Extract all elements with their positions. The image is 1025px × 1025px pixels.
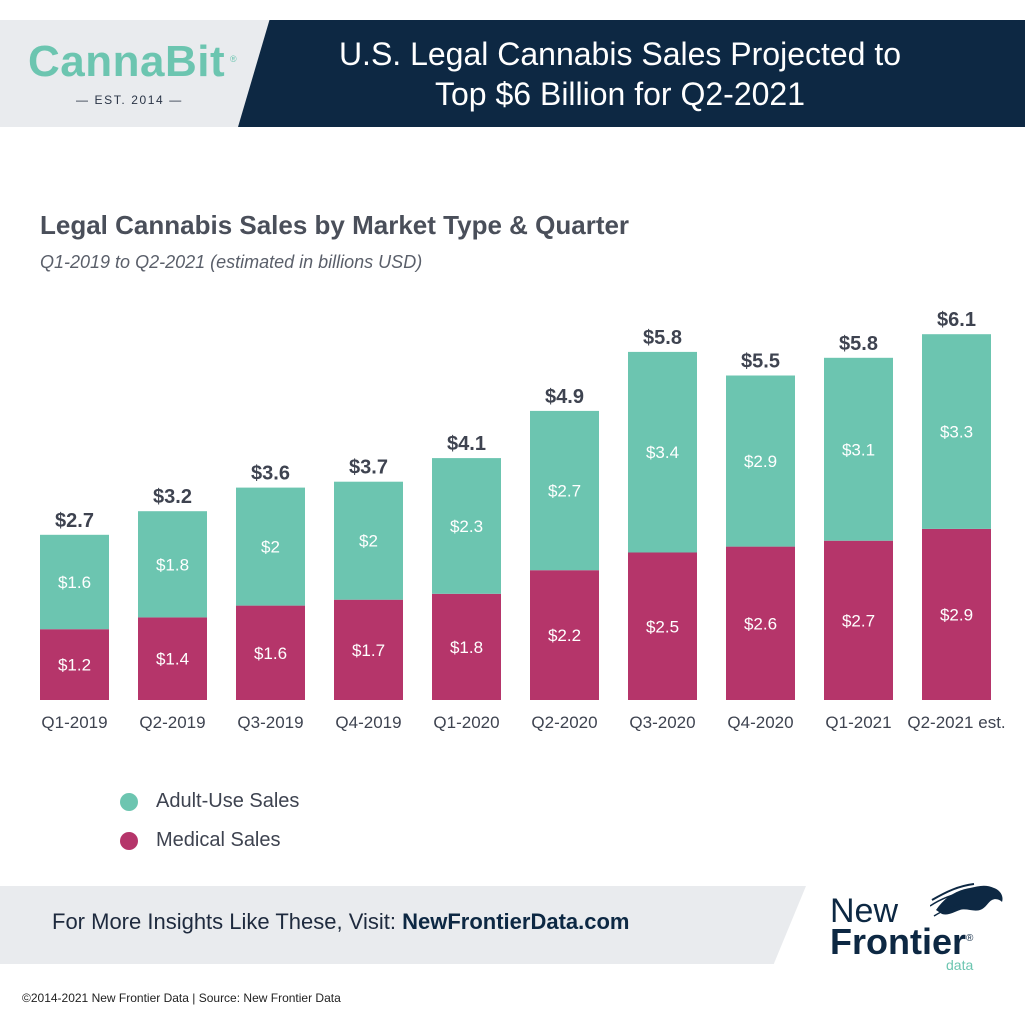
bar-label-medical-sales-4: $1.7	[352, 641, 385, 660]
category-label-6: Q2-2020	[531, 713, 597, 732]
bar-label-adult-use-sales-6: $2.7	[548, 482, 581, 501]
bar-medical-sales-7	[628, 552, 697, 700]
category-label-3: Q3-2019	[237, 713, 303, 732]
main-title-line-1: U.S. Legal Cannabis Sales Projected to	[338, 36, 902, 72]
bar-medical-sales-9	[824, 540, 893, 700]
bar-adult-use-sales-8	[726, 375, 795, 547]
total-label-4: $3.7	[349, 457, 388, 479]
horse-icon	[930, 883, 1003, 917]
category-label-4: Q4-2019	[335, 713, 401, 732]
legend-label-adult-use: Adult-Use Sales	[156, 790, 300, 812]
legend-label-medical: Medical Sales	[156, 829, 281, 851]
category-label-8: Q4-2020	[727, 713, 793, 732]
footer-cta-prefix: For More Insights Like These, Visit:	[52, 909, 403, 934]
bar-label-medical-sales-8: $2.6	[744, 614, 777, 633]
bar-medical-sales-3	[236, 605, 305, 700]
bar-label-medical-sales-2: $1.4	[156, 650, 189, 669]
bar-label-adult-use-sales-7: $3.4	[646, 443, 679, 462]
bar-medical-sales-10	[922, 528, 991, 700]
logo-panel	[0, 20, 290, 127]
stacked-bar-chart: $1.2 $1.6 $2.7 Q1-2019 $1.4 $1.8 $3.2 Q2-2019 $1…	[40, 309, 1006, 732]
total-label-5: $4.1	[447, 433, 486, 455]
total-label-9: $5.8	[839, 333, 878, 355]
footer-cta: For More Insights Like These, Visit: New…	[52, 909, 630, 935]
nf-logo-new: New	[830, 892, 899, 930]
bar-adult-use-sales-5	[432, 458, 501, 594]
category-label-7: Q3-2020	[629, 713, 695, 732]
bar-medical-sales-4	[334, 599, 403, 700]
main-title-line-2: Top $6 Billion for Q2-2021	[435, 76, 805, 112]
bar-adult-use-sales-4	[334, 481, 403, 600]
legend-item-adult-use: Adult-Use Sales	[120, 782, 299, 821]
nf-logo-data: data	[946, 957, 974, 973]
legend-item-medical: Medical Sales	[120, 821, 299, 860]
total-label-3: $3.6	[251, 463, 290, 485]
chart-title: Legal Cannabis Sales by Market Type & Qu…	[40, 210, 630, 240]
bar-label-adult-use-sales-9: $3.1	[842, 440, 875, 459]
bar-label-adult-use-sales-8: $2.9	[744, 452, 777, 471]
bar-label-medical-sales-5: $1.8	[450, 638, 483, 657]
bar-medical-sales-6	[530, 570, 599, 700]
bar-label-medical-sales-9: $2.7	[842, 611, 875, 630]
bar-label-adult-use-sales-4: $2	[359, 532, 378, 551]
total-label-7: $5.8	[643, 327, 682, 349]
bar-medical-sales-2	[138, 617, 207, 700]
category-label-5: Q1-2020	[433, 713, 499, 732]
total-label-8: $5.5	[741, 351, 780, 373]
total-label-6: $4.9	[545, 386, 584, 408]
bar-label-medical-sales-3: $1.6	[254, 644, 287, 663]
bar-medical-sales-5	[432, 593, 501, 700]
bar-adult-use-sales-3	[236, 487, 305, 606]
bar-label-adult-use-sales-5: $2.3	[450, 517, 483, 536]
bar-adult-use-sales-2	[138, 511, 207, 618]
category-label-1: Q1-2019	[41, 713, 107, 732]
chart-subtitle: Q1-2019 to Q2-2021 (estimated in billion…	[40, 252, 423, 272]
nf-logo-frontier-text: Frontier	[830, 921, 967, 962]
total-label-1: $2.7	[55, 510, 94, 532]
legend-swatch-adult-use	[120, 792, 138, 811]
copyright: ©2014-2021 New Frontier Data | Source: N…	[22, 991, 341, 1005]
bar-label-medical-sales-1: $1.2	[58, 656, 91, 675]
bar-medical-sales-8	[726, 546, 795, 700]
total-label-10: $6.1	[937, 309, 976, 331]
nf-logo-frontier: Frontier®	[830, 924, 973, 960]
logo-registered-mark: ®	[230, 54, 237, 64]
category-label-2: Q2-2019	[139, 713, 205, 732]
bar-medical-sales-1	[40, 629, 109, 700]
title-panel	[238, 20, 1025, 127]
category-label-10: Q2-2021 est.	[907, 713, 1005, 732]
bar-adult-use-sales-1	[40, 534, 109, 630]
bar-label-adult-use-sales-2: $1.8	[156, 555, 189, 574]
bar-label-adult-use-sales-10: $3.3	[940, 423, 973, 442]
legend-swatch-medical	[120, 831, 138, 850]
bar-adult-use-sales-10	[922, 334, 991, 529]
bar-label-medical-sales-6: $2.2	[548, 626, 581, 645]
new-frontier-logo: New Frontier® data	[828, 880, 1008, 975]
bar-adult-use-sales-9	[824, 357, 893, 541]
category-label-9: Q1-2021	[825, 713, 891, 732]
header-banner: CannaBit ® — EST. 2014 — U.S. Legal Cann…	[0, 20, 1025, 127]
bar-adult-use-sales-7	[628, 351, 697, 553]
footer-band	[0, 886, 806, 964]
cannabit-logo: CannaBit	[28, 37, 226, 86]
logo-established: — EST. 2014 —	[76, 93, 183, 107]
nf-logo-registered-mark: ®	[966, 933, 974, 944]
bar-label-adult-use-sales-1: $1.6	[58, 573, 91, 592]
footer-cta-link[interactable]: NewFrontierData.com	[402, 909, 630, 934]
chart-legend: Adult-Use Sales Medical Sales	[120, 782, 299, 860]
bar-adult-use-sales-6	[530, 410, 599, 571]
bar-label-medical-sales-10: $2.9	[940, 605, 973, 624]
bar-label-medical-sales-7: $2.5	[646, 617, 679, 636]
bar-label-adult-use-sales-3: $2	[261, 538, 280, 557]
main-title: U.S. Legal Cannabis Sales Projected to T…	[300, 34, 940, 114]
total-label-2: $3.2	[153, 486, 192, 508]
